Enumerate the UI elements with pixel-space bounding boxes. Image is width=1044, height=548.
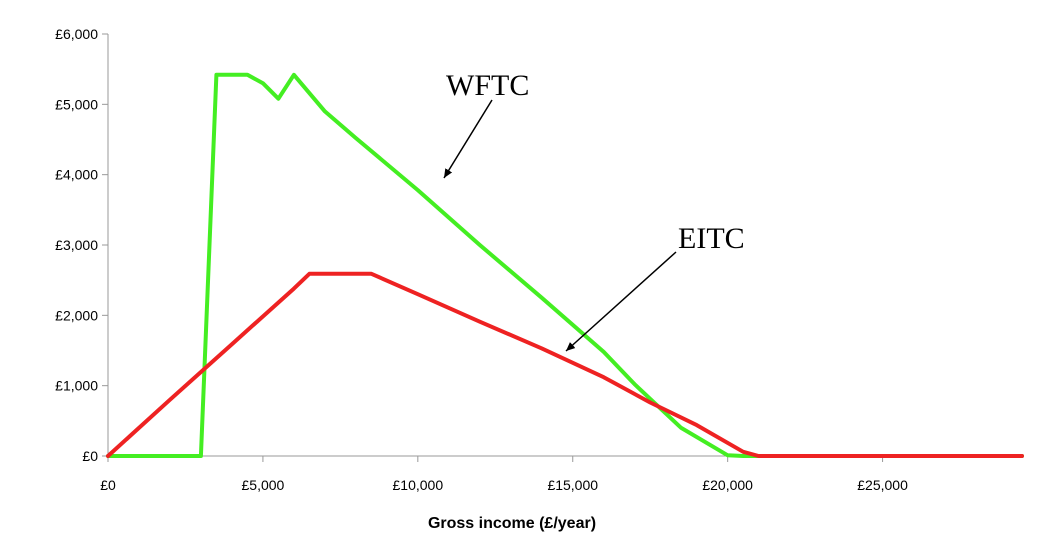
x-tick-label: £20,000 (702, 477, 753, 493)
y-tick-label: £0 (82, 448, 98, 464)
annotations: WFTC EITC (443, 69, 745, 352)
y-tick-label: £2,000 (55, 307, 98, 323)
axes: £0 £1,000 £2,000 £3,000 £4,000 £5,000 £6,000 £0… (55, 26, 1022, 493)
wftc-annotation-arrow (443, 99, 493, 179)
x-tick-label: £5,000 (242, 477, 285, 493)
x-axis-title: Gross income (£/year) (428, 515, 596, 532)
eitc-annotation-arrow (565, 251, 677, 352)
y-tick-label: £6,000 (55, 26, 98, 42)
wftc-annotation-label: WFTC (446, 69, 529, 102)
eitc-series-line (106, 271, 1024, 458)
y-tick-label: £3,000 (55, 237, 98, 253)
y-tick-label: £4,000 (55, 167, 98, 183)
y-tick-label: £1,000 (55, 378, 98, 394)
series-layer (106, 72, 1024, 458)
x-tick-label: £0 (100, 477, 116, 493)
x-tick-label: £25,000 (857, 477, 908, 493)
x-tick-label: £15,000 (547, 477, 598, 493)
wftc-series-line (106, 72, 1024, 458)
y-tick-label: £5,000 (55, 96, 98, 112)
x-tick-label: £10,000 (393, 477, 444, 493)
eitc-annotation-label: EITC (678, 222, 745, 255)
